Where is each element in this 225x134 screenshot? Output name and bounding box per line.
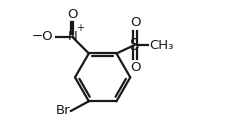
Text: +: + <box>76 23 84 33</box>
Text: O: O <box>130 16 140 29</box>
Text: N: N <box>67 30 77 43</box>
Text: −O: −O <box>32 30 53 43</box>
Text: O: O <box>130 61 140 74</box>
Text: O: O <box>67 8 77 21</box>
Text: Br: Br <box>55 105 70 118</box>
Text: S: S <box>129 38 139 53</box>
Text: CH₃: CH₃ <box>149 39 173 52</box>
